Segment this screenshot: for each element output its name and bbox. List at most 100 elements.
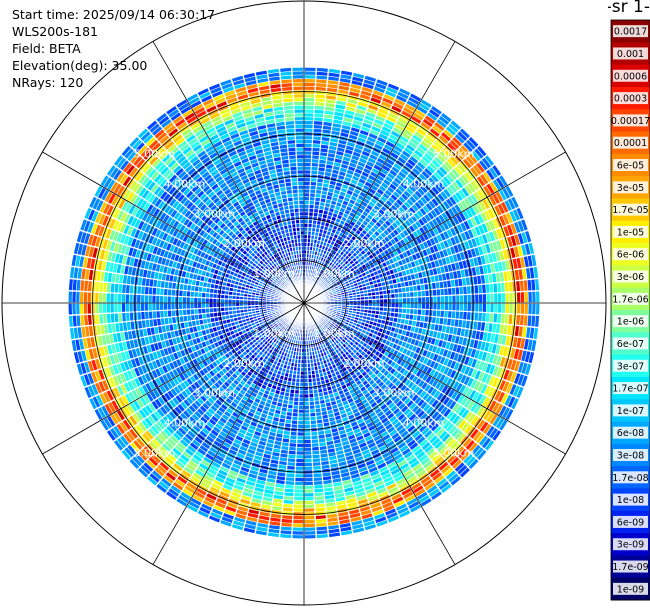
range-gate-cell bbox=[333, 485, 343, 491]
range-gate-cell bbox=[175, 478, 186, 488]
range-gate-cell bbox=[370, 414, 378, 421]
range-gate-cell bbox=[329, 532, 341, 538]
range-gate-cell bbox=[361, 428, 369, 435]
range-gate-cell bbox=[288, 373, 293, 378]
range-gate-cell bbox=[304, 508, 315, 512]
range-gate-cell bbox=[333, 391, 339, 397]
range-gate-cell bbox=[181, 271, 187, 278]
range-gate-cell bbox=[156, 420, 165, 430]
range-gate-cell bbox=[109, 365, 116, 376]
range-gate-cell bbox=[525, 363, 532, 376]
range-gate-cell bbox=[224, 303, 228, 307]
range-gate-cell bbox=[432, 370, 439, 379]
range-gate-cell bbox=[440, 406, 448, 415]
range-gate-cell bbox=[528, 303, 532, 315]
range-gate-cell bbox=[110, 293, 114, 303]
range-gate-cell bbox=[310, 424, 317, 428]
range-gate-cell bbox=[92, 347, 98, 359]
range-gate-cell bbox=[507, 325, 512, 336]
range-gate-cell bbox=[210, 429, 219, 437]
range-gate-cell bbox=[348, 466, 358, 472]
range-gate-cell bbox=[346, 325, 351, 330]
range-gate-cell bbox=[198, 286, 203, 292]
range-gate-cell bbox=[201, 258, 207, 265]
range-gate-cell bbox=[118, 293, 122, 303]
range-gate-cell bbox=[76, 315, 81, 327]
range-gate-cell bbox=[159, 385, 167, 394]
range-gate-cell bbox=[275, 340, 279, 344]
range-gate-cell bbox=[332, 388, 338, 393]
range-gate-cell bbox=[122, 419, 132, 430]
range-gate-cell bbox=[287, 404, 293, 409]
range-gate-cell bbox=[120, 234, 127, 244]
range-gate-cell bbox=[142, 251, 149, 261]
range-gate-cell bbox=[247, 297, 251, 301]
range-gate-cell bbox=[187, 445, 197, 454]
range-gate-cell bbox=[233, 364, 240, 370]
range-gate-cell bbox=[162, 365, 169, 374]
range-gate-cell bbox=[349, 346, 355, 351]
range-gate-cell bbox=[349, 438, 357, 444]
range-gate-cell bbox=[205, 358, 212, 365]
range-gate-cell bbox=[395, 345, 401, 351]
range-gate-cell bbox=[268, 344, 273, 349]
range-gate-cell bbox=[314, 484, 323, 489]
range-gate-cell bbox=[295, 481, 304, 486]
range-gate-cell bbox=[319, 372, 324, 377]
range-gate-cell bbox=[258, 440, 267, 446]
range-gate-cell bbox=[256, 526, 268, 532]
range-gate-cell bbox=[333, 481, 343, 487]
range-gate-cell bbox=[309, 397, 314, 402]
range-gate-cell bbox=[199, 445, 209, 453]
range-gate-cell bbox=[251, 305, 255, 309]
range-gate-cell bbox=[416, 362, 422, 369]
range-gate-cell bbox=[478, 312, 483, 322]
range-gate-cell bbox=[328, 326, 332, 330]
range-gate-cell bbox=[247, 300, 251, 303]
range-gate-cell bbox=[410, 460, 420, 469]
range-gate-cell bbox=[102, 356, 109, 367]
range-gate-cell bbox=[436, 355, 442, 363]
range-gate-cell bbox=[270, 388, 276, 393]
range-gate-cell bbox=[171, 303, 175, 310]
range-gate-cell bbox=[342, 479, 352, 485]
range-gate-cell bbox=[325, 402, 332, 407]
range-gate-cell bbox=[205, 365, 212, 372]
range-gate-cell bbox=[449, 413, 458, 422]
range-gate-cell bbox=[351, 338, 356, 344]
range-gate-cell bbox=[483, 423, 492, 435]
range-gate-cell bbox=[408, 344, 414, 351]
range-gate-cell bbox=[210, 332, 216, 338]
range-gate-cell bbox=[304, 390, 309, 394]
range-gate-cell bbox=[160, 310, 164, 318]
range-gate-cell bbox=[313, 481, 323, 485]
range-gate-cell bbox=[125, 393, 133, 404]
range-gate-cell bbox=[344, 351, 350, 356]
range-gate-cell bbox=[317, 329, 321, 333]
range-gate-cell bbox=[156, 247, 162, 256]
range-gate-cell bbox=[441, 464, 451, 474]
range-gate-cell bbox=[458, 336, 464, 345]
range-gate-cell bbox=[233, 379, 240, 386]
range-gate-cell bbox=[294, 496, 304, 501]
range-gate-cell bbox=[152, 335, 157, 343]
range-gate-cell bbox=[363, 415, 370, 421]
range-gate-cell bbox=[227, 322, 232, 328]
range-gate-cell bbox=[118, 303, 122, 313]
range-gate-cell bbox=[228, 326, 233, 332]
range-gate-cell bbox=[337, 347, 342, 352]
range-gate-cell bbox=[304, 474, 313, 478]
range-gate-cell bbox=[125, 312, 130, 322]
range-gate-cell bbox=[334, 395, 341, 401]
range-gate-cell bbox=[326, 332, 330, 337]
range-gate-cell bbox=[118, 396, 126, 407]
range-gate-cell bbox=[155, 359, 162, 368]
range-gate-cell bbox=[149, 245, 155, 254]
range-gate-cell bbox=[255, 323, 260, 327]
range-gate-cell bbox=[265, 386, 271, 392]
range-gate-cell bbox=[288, 330, 292, 334]
range-gate-cell bbox=[468, 442, 478, 453]
range-gate-cell bbox=[344, 423, 352, 430]
range-gate-cell bbox=[81, 244, 87, 256]
range-gate-cell bbox=[129, 415, 138, 426]
